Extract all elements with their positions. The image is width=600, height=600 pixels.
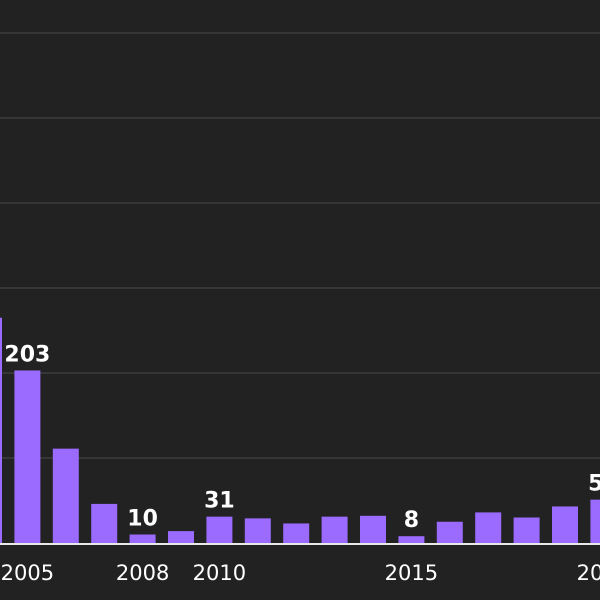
data-label-2020: 51: [588, 472, 600, 497]
bar-2012: [283, 523, 310, 543]
bar-2020: [590, 499, 600, 543]
bar-2018: [513, 517, 540, 543]
data-label-2010: 31: [204, 489, 235, 514]
bar-2019: [552, 506, 578, 543]
bar-2006: [52, 448, 79, 543]
x-tick-label-2008: 2008: [116, 561, 169, 585]
bar-2016: [436, 521, 463, 543]
x-tick-label-2020: 2020: [577, 561, 600, 585]
grid-layer: [0, 32, 600, 459]
bar-2004: [0, 317, 2, 543]
bar-2007: [91, 503, 118, 543]
bar-2010: [206, 516, 233, 543]
data-label-2005: 203: [4, 342, 50, 367]
x-tick-label-layer: 2005 2008 2010 2015 2020: [1, 561, 600, 585]
bar-2015: [398, 536, 425, 543]
x-tick-label-2015: 2015: [385, 561, 438, 585]
bar-2017: [475, 512, 502, 543]
bar-layer: [0, 317, 600, 543]
bar-2014: [360, 515, 386, 543]
bar-2008: [129, 534, 156, 543]
bar-2005: [14, 370, 41, 543]
data-label-layer: 203 10 31 8 51: [4, 342, 600, 533]
x-tick-label-2005: 2005: [1, 561, 54, 585]
bar-2009: [168, 531, 194, 543]
data-label-2015: 8: [404, 508, 419, 533]
x-tick-label-2010: 2010: [193, 561, 246, 585]
bar-2011: [244, 518, 271, 543]
bar-2013: [321, 516, 348, 543]
data-label-2008: 10: [127, 507, 158, 532]
